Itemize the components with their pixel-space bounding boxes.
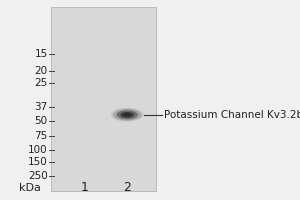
Ellipse shape bbox=[111, 108, 143, 122]
Ellipse shape bbox=[113, 109, 141, 121]
Ellipse shape bbox=[117, 110, 138, 119]
Text: kDa: kDa bbox=[20, 183, 41, 193]
Text: 250: 250 bbox=[28, 171, 48, 181]
Text: 75: 75 bbox=[34, 131, 48, 141]
Text: 150: 150 bbox=[28, 157, 48, 167]
Text: 25: 25 bbox=[34, 78, 48, 88]
Text: 100: 100 bbox=[28, 145, 48, 155]
Ellipse shape bbox=[124, 113, 131, 116]
Text: 15: 15 bbox=[34, 49, 48, 59]
Text: 50: 50 bbox=[34, 116, 48, 126]
Text: Potassium Channel Kv3.2b: Potassium Channel Kv3.2b bbox=[164, 110, 300, 120]
Text: 37: 37 bbox=[34, 102, 48, 112]
Bar bbox=[51, 7, 156, 191]
Text: 1: 1 bbox=[80, 181, 88, 194]
Text: 2: 2 bbox=[123, 181, 131, 194]
Text: 20: 20 bbox=[34, 66, 48, 76]
Ellipse shape bbox=[120, 112, 134, 118]
